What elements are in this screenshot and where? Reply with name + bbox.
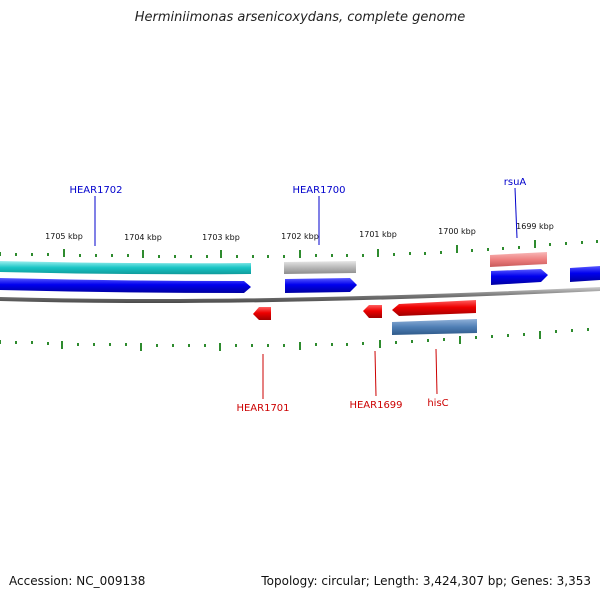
feature-cyan-hear1702[interactable] (0, 261, 251, 275)
scale-label-1699: 1699 kbp (516, 222, 554, 231)
outer-tick-ring (0, 240, 598, 258)
gene-label-hear1702[interactable]: HEAR1702 (69, 185, 122, 196)
scale-labels: 1705 kbp 1704 kbp 1703 kbp 1702 kbp 1701… (45, 222, 554, 242)
gene-labels: HEAR1702 HEAR1700 rsuA HEAR1701 HEAR1699… (69, 177, 526, 414)
feature-pink-rsua[interactable] (490, 252, 547, 267)
scale-label-1702: 1702 kbp (281, 232, 319, 241)
genome-backbone (0, 287, 600, 304)
inner-tick-ring (0, 328, 589, 351)
scale-label-1703: 1703 kbp (202, 233, 240, 242)
cds-arrow-hear1701[interactable] (253, 307, 271, 320)
cds-arrow-hear1699[interactable] (363, 305, 382, 318)
cds-arrow-hisc[interactable] (392, 300, 476, 316)
genome-summary-text: Topology: circular; Length: 3,424,307 bp… (261, 574, 591, 588)
scale-label-1704: 1704 kbp (124, 233, 162, 242)
cds-track-forward (0, 266, 600, 293)
feature-track-forward-outer (0, 252, 547, 275)
gene-label-hear1700[interactable]: HEAR1700 (292, 185, 345, 196)
gene-label-hear1699[interactable]: HEAR1699 (349, 400, 402, 411)
scale-label-1700: 1700 kbp (438, 227, 476, 236)
gene-label-rsua[interactable]: rsuA (504, 177, 527, 188)
accession-text: Accession: NC_009138 (9, 574, 146, 588)
feature-steel-hisc[interactable] (392, 319, 477, 335)
map-title: Herminiimonas arsenicoxydans, complete g… (134, 10, 466, 25)
scale-label-1701: 1701 kbp (359, 230, 397, 239)
cds-arrow-hear1700[interactable] (285, 278, 357, 293)
gene-label-hisc[interactable]: hisC (427, 398, 448, 409)
cds-arrow-hear1702[interactable] (0, 278, 251, 293)
feature-gray-hear1700[interactable] (284, 261, 356, 274)
cds-arrow-partial-right[interactable] (570, 266, 600, 282)
gene-label-hear1701[interactable]: HEAR1701 (236, 403, 289, 414)
label-leaders (94, 187, 518, 399)
scale-label-1705: 1705 kbp (45, 232, 83, 241)
cds-track-reverse (253, 300, 477, 335)
cds-arrow-rsua[interactable] (491, 269, 548, 285)
